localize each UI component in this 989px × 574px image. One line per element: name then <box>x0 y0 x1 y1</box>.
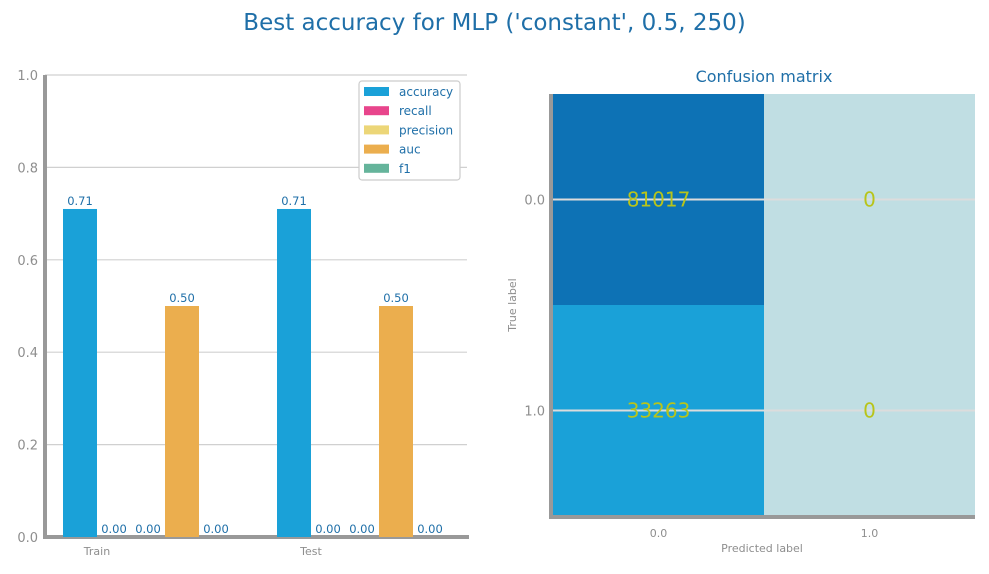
data-label: 0.00 <box>135 522 161 536</box>
legend-label: precision <box>399 123 453 137</box>
legend-swatch-precision <box>364 125 389 135</box>
cm-cell-value: 33263 <box>627 399 691 423</box>
x-tick-label: Test <box>299 545 322 558</box>
bar-auc-train <box>165 306 199 537</box>
bar-auc-test <box>379 306 413 537</box>
data-label: 0.00 <box>101 522 127 536</box>
cm-cell-value: 0 <box>863 399 876 423</box>
cm-y-axis-label: True label <box>506 278 519 332</box>
bar-chart: 0.0 0.2 0.4 0.6 0.8 1.0 0.71 0.71 0.00 0.00 0.00 0.… <box>17 69 469 558</box>
legend-box <box>358 80 461 181</box>
confusion-matrix-chart: Confusion matrix 81017 0 33263 0 0.0 1.0 0.0 1.0… <box>506 67 975 555</box>
data-label: 0.71 <box>281 194 307 208</box>
figure-title: Best accuracy for MLP ('constant', 0.5, … <box>243 10 746 36</box>
data-label: 0.00 <box>417 522 443 536</box>
cm-x-tick-label: 0.0 <box>650 527 668 540</box>
legend-label: f1 <box>399 162 411 176</box>
data-label: 0.50 <box>169 291 195 305</box>
legend-label: auc <box>399 143 421 157</box>
data-label: 0.71 <box>67 194 93 208</box>
legend-label: accuracy <box>399 85 453 99</box>
legend-swatch-f1 <box>364 163 389 173</box>
bar-accuracy-test <box>277 208 311 538</box>
y-tick-label: 0.8 <box>17 161 38 176</box>
cm-cell-value: 81017 <box>627 188 691 212</box>
data-label: 0.50 <box>383 291 409 305</box>
x-tick-label: Train <box>83 545 110 558</box>
y-tick-label: 0.0 <box>17 531 38 546</box>
legend: accuracy recall precision auc f1 <box>358 80 461 181</box>
legend-swatch-accuracy <box>364 87 389 96</box>
legend-swatch-auc <box>364 144 389 154</box>
data-label: 0.00 <box>315 522 341 536</box>
y-tick-label: 0.4 <box>17 346 38 361</box>
bar-accuracy-train <box>63 208 97 538</box>
y-tick-label: 0.2 <box>17 439 38 454</box>
cm-y-tick-label: 1.0 <box>524 405 545 420</box>
data-label: 0.00 <box>349 522 375 536</box>
data-label: 0.00 <box>203 522 229 536</box>
legend-label: recall <box>399 104 432 118</box>
cm-y-tick-label: 0.0 <box>524 194 545 209</box>
confusion-matrix-title: Confusion matrix <box>696 67 833 86</box>
cm-cell-value: 0 <box>863 188 876 212</box>
y-tick-label: 0.6 <box>17 254 38 269</box>
cm-x-axis-label: Predicted label <box>721 542 803 555</box>
legend-swatch-recall <box>364 106 389 116</box>
cm-x-tick-label: 1.0 <box>861 527 879 540</box>
y-tick-label: 1.0 <box>17 69 38 84</box>
